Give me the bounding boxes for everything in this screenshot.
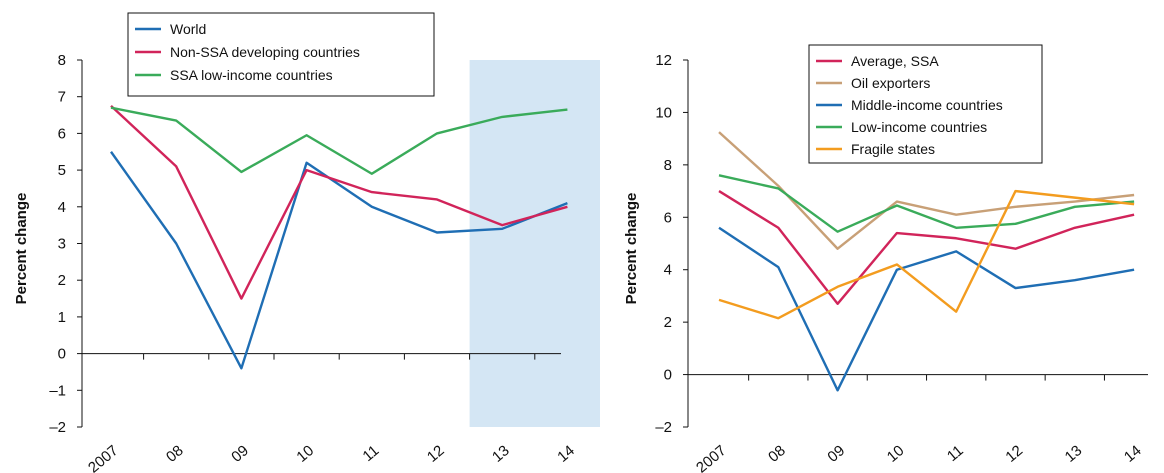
series-line-ssa-low-income-countries xyxy=(110,106,568,175)
legend-label: World xyxy=(170,21,206,37)
series-line-low-income-countries xyxy=(718,174,1135,233)
x-tick-label: 13 xyxy=(489,442,513,466)
y-tick-label: 0 xyxy=(58,346,66,363)
y-tick-label: 8 xyxy=(664,157,672,174)
y-tick-label: 7 xyxy=(58,89,66,106)
x-tick-label: 11 xyxy=(360,442,383,465)
x-tick-label: 13 xyxy=(1062,442,1086,466)
series-line-middle-income-countries xyxy=(718,226,1135,392)
legend-box xyxy=(808,44,1043,164)
y-tick-label: 1 xyxy=(58,309,66,326)
y-tick-label: –2 xyxy=(49,419,66,436)
legend-label: SSA low-income countries xyxy=(170,67,333,83)
legend-label: Average, SSA xyxy=(851,53,939,69)
y-tick-label: 4 xyxy=(664,262,672,279)
y-tick-label: 0 xyxy=(664,367,672,384)
x-tick-label: 2007 xyxy=(85,442,121,473)
legend-label: Non-SSA developing countries xyxy=(170,44,360,60)
legend-label: Low-income countries xyxy=(851,119,987,135)
series-line-world xyxy=(110,151,568,370)
y-tick-label: –2 xyxy=(655,419,672,436)
y-tick-label: –1 xyxy=(49,382,66,399)
y-axis-title: Percent change xyxy=(13,193,30,305)
legend: Average, SSA Oil exporters Middle-income c… xyxy=(808,44,1043,164)
legend: World Non-SSA developing countries SSA low… xyxy=(127,12,435,97)
y-tick-label: 4 xyxy=(58,199,66,216)
y-tick-label: 6 xyxy=(664,209,672,226)
x-tick-label: 09 xyxy=(228,442,252,466)
legend-box xyxy=(127,12,435,97)
legend-label: Oil exporters xyxy=(851,75,930,91)
legend-label: Middle-income countries xyxy=(851,97,1003,113)
right-chart: –2 0 2 4 6 8 10 12 2007 08 09 10 11 12 13 14 Percent cha… xyxy=(623,44,1148,473)
x-tick-label: 14 xyxy=(554,442,578,466)
x-tick-label: 09 xyxy=(824,442,848,466)
y-tick-label: 2 xyxy=(58,272,66,289)
y-tick-label: 12 xyxy=(655,52,672,69)
x-tick-label: 08 xyxy=(765,442,789,466)
projection-shading xyxy=(469,60,600,427)
x-tick-label: 11 xyxy=(944,442,967,465)
x-tick-label: 10 xyxy=(293,442,317,466)
x-tick-label: 12 xyxy=(1002,442,1026,466)
y-tick-label: 8 xyxy=(58,52,66,69)
x-tick-label: 10 xyxy=(884,442,908,466)
y-axis-title: Percent change xyxy=(623,193,640,305)
series-line-non-ssa-developing-countries xyxy=(110,104,568,300)
y-tick-label: 2 xyxy=(664,314,672,331)
x-tick-label: 12 xyxy=(424,442,448,466)
x-tick-label: 14 xyxy=(1121,442,1145,466)
y-tick-label: 10 xyxy=(655,104,672,121)
series-line-average-ssa xyxy=(718,190,1135,305)
y-tick-label: 5 xyxy=(58,162,66,179)
legend-label: Fragile states xyxy=(851,141,935,157)
series-line-fragile-states xyxy=(718,189,1135,320)
y-tick-label: 3 xyxy=(58,236,66,253)
x-tick-label: 08 xyxy=(163,442,187,466)
x-tick-label: 2007 xyxy=(693,442,729,473)
y-tick-label: 6 xyxy=(58,125,66,142)
